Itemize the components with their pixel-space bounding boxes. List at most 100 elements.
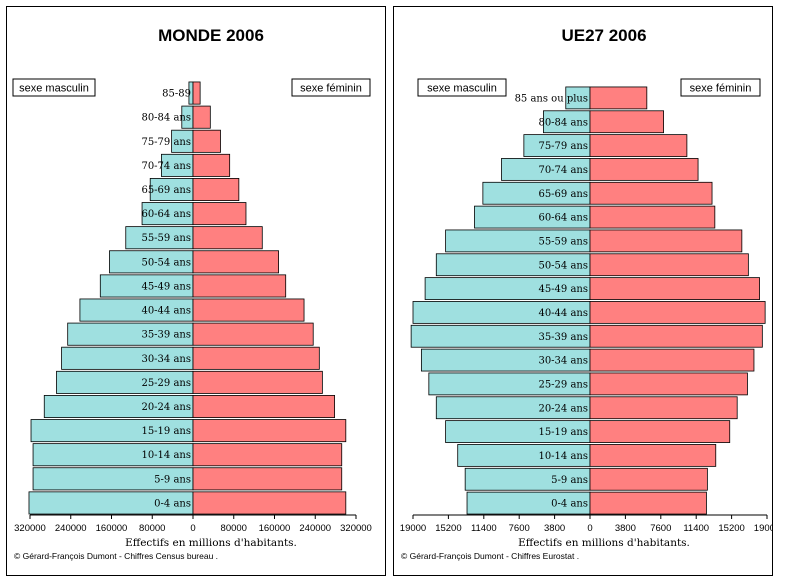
age-label: 65-69 ans xyxy=(141,185,191,196)
bar-female xyxy=(589,301,766,324)
bar-female xyxy=(192,395,336,418)
bar-female xyxy=(589,86,648,110)
x-tick-label: 160000 xyxy=(259,523,291,534)
x-tick-label: 15200 xyxy=(718,523,744,534)
age-label: 30-34 ans xyxy=(141,354,191,365)
chart-title: UE27 2006 xyxy=(561,26,646,45)
bar-female xyxy=(589,158,699,181)
x-axis-label: Effectifs en millions d'habitants. xyxy=(518,537,690,549)
bar-female xyxy=(589,348,755,372)
bar-female xyxy=(192,226,263,250)
bar-female xyxy=(192,81,201,105)
legend-label-female: sexe féminin xyxy=(690,83,752,95)
age-label: 70-74 ans xyxy=(538,165,588,176)
bar-female xyxy=(589,253,749,277)
bar-female xyxy=(589,134,688,157)
x-tick-label: 240000 xyxy=(299,523,331,534)
source-note: © Gérard-François Dumont - Chiffres Cens… xyxy=(14,551,218,561)
x-tick-label: 320000 xyxy=(14,523,46,534)
bar-female xyxy=(192,153,231,177)
x-tick-label: 11400 xyxy=(683,523,709,534)
age-label: 45-49 ans xyxy=(141,281,191,292)
age-label: 15-19 ans xyxy=(538,427,588,438)
bar-female xyxy=(589,372,748,396)
bar-female xyxy=(589,110,664,134)
age-label: 0-4 ans xyxy=(551,499,588,510)
age-label: 85 ans ou plus xyxy=(515,93,588,104)
age-label: 5-9 ans xyxy=(551,475,588,486)
source-note: © Gérard-François Dumont - Chiffres Euro… xyxy=(401,551,579,561)
bar-female xyxy=(589,396,738,420)
age-label: 80-84 ans xyxy=(141,113,191,124)
legend-label-female: sexe féminin xyxy=(300,83,362,95)
legend-box-female xyxy=(680,78,761,97)
age-label: 0-4 ans xyxy=(154,498,191,509)
age-label: 80-84 ans xyxy=(538,117,588,128)
bar-female xyxy=(589,205,716,229)
x-tick-label: 7600 xyxy=(509,523,530,534)
pyramid-panel-monde: MONDE 2006 sexe masculin sexe féminin 0-4 a… xyxy=(6,6,386,576)
bar-female xyxy=(192,274,287,298)
age-label: 30-34 ans xyxy=(538,356,588,367)
legend-box-female xyxy=(291,78,371,97)
x-tick-label: 80000 xyxy=(221,523,247,534)
x-tick-label: 19000 xyxy=(754,523,772,534)
x-tick-label: 320000 xyxy=(340,523,372,534)
bar-female xyxy=(192,346,320,370)
x-tick-label: 80000 xyxy=(139,523,165,534)
bar-female xyxy=(192,298,305,322)
age-label: 60-64 ans xyxy=(141,209,191,220)
bar-female xyxy=(589,467,708,491)
legend-box-male xyxy=(12,78,96,97)
bar-female xyxy=(192,178,240,201)
bar-female xyxy=(192,491,347,515)
bar-female xyxy=(589,491,707,515)
age-label: 25-29 ans xyxy=(141,378,191,389)
legend-label-male: sexe masculin xyxy=(19,83,89,95)
age-label: 10-14 ans xyxy=(141,450,191,461)
age-label: 50-54 ans xyxy=(538,260,588,271)
age-label: 35-39 ans xyxy=(538,332,588,343)
age-label: 40-44 ans xyxy=(141,306,191,317)
x-axis-label: Effectifs en millions d'habitants. xyxy=(125,537,297,549)
x-tick-label: 11400 xyxy=(471,523,497,534)
x-tick-label: 7600 xyxy=(650,523,671,534)
age-label: 75-79 ans xyxy=(141,137,191,148)
age-label: 55-59 ans xyxy=(538,236,588,247)
age-label: 20-24 ans xyxy=(141,402,191,413)
bar-female xyxy=(589,444,717,467)
age-label: 15-19 ans xyxy=(141,426,191,437)
bar-female xyxy=(192,250,279,274)
age-label: 75-79 ans xyxy=(538,141,588,152)
bar-female xyxy=(192,467,343,491)
x-tick-label: 160000 xyxy=(96,523,128,534)
bar-female xyxy=(192,129,221,153)
x-tick-label: 19000 xyxy=(400,523,426,534)
age-label: 50-54 ans xyxy=(141,257,191,268)
x-tick-label: 3800 xyxy=(615,523,636,534)
x-tick-label: 0 xyxy=(587,523,592,534)
pyramid-chart-ue27: UE27 2006 sexe masculin sexe féminin 0-4 an… xyxy=(400,26,772,561)
bar-female xyxy=(192,202,247,226)
legend-label-male: sexe masculin xyxy=(427,83,497,95)
chart-title: MONDE 2006 xyxy=(158,26,264,45)
bar-female xyxy=(589,277,760,300)
age-label: 65-69 ans xyxy=(538,189,588,200)
x-tick-label: 15200 xyxy=(435,523,461,534)
age-label: 70-74 ans xyxy=(141,161,191,172)
legend-box-male xyxy=(417,78,507,97)
age-label: 85-89 xyxy=(162,89,191,100)
bar-female xyxy=(589,420,731,443)
pyramid-panel-ue27: UE27 2006 sexe masculin sexe féminin 0-4 an… xyxy=(393,6,773,576)
bar-female xyxy=(589,181,713,205)
x-tick-label: 240000 xyxy=(55,523,87,534)
x-tick-label: 0 xyxy=(190,523,195,534)
bar-female xyxy=(589,229,743,253)
age-label: 5-9 ans xyxy=(154,474,191,485)
bar-female xyxy=(192,443,343,467)
age-label: 60-64 ans xyxy=(538,213,588,224)
age-label: 10-14 ans xyxy=(538,451,588,462)
age-label: 55-59 ans xyxy=(141,233,191,244)
age-label: 35-39 ans xyxy=(141,330,191,341)
bar-female xyxy=(192,419,347,443)
